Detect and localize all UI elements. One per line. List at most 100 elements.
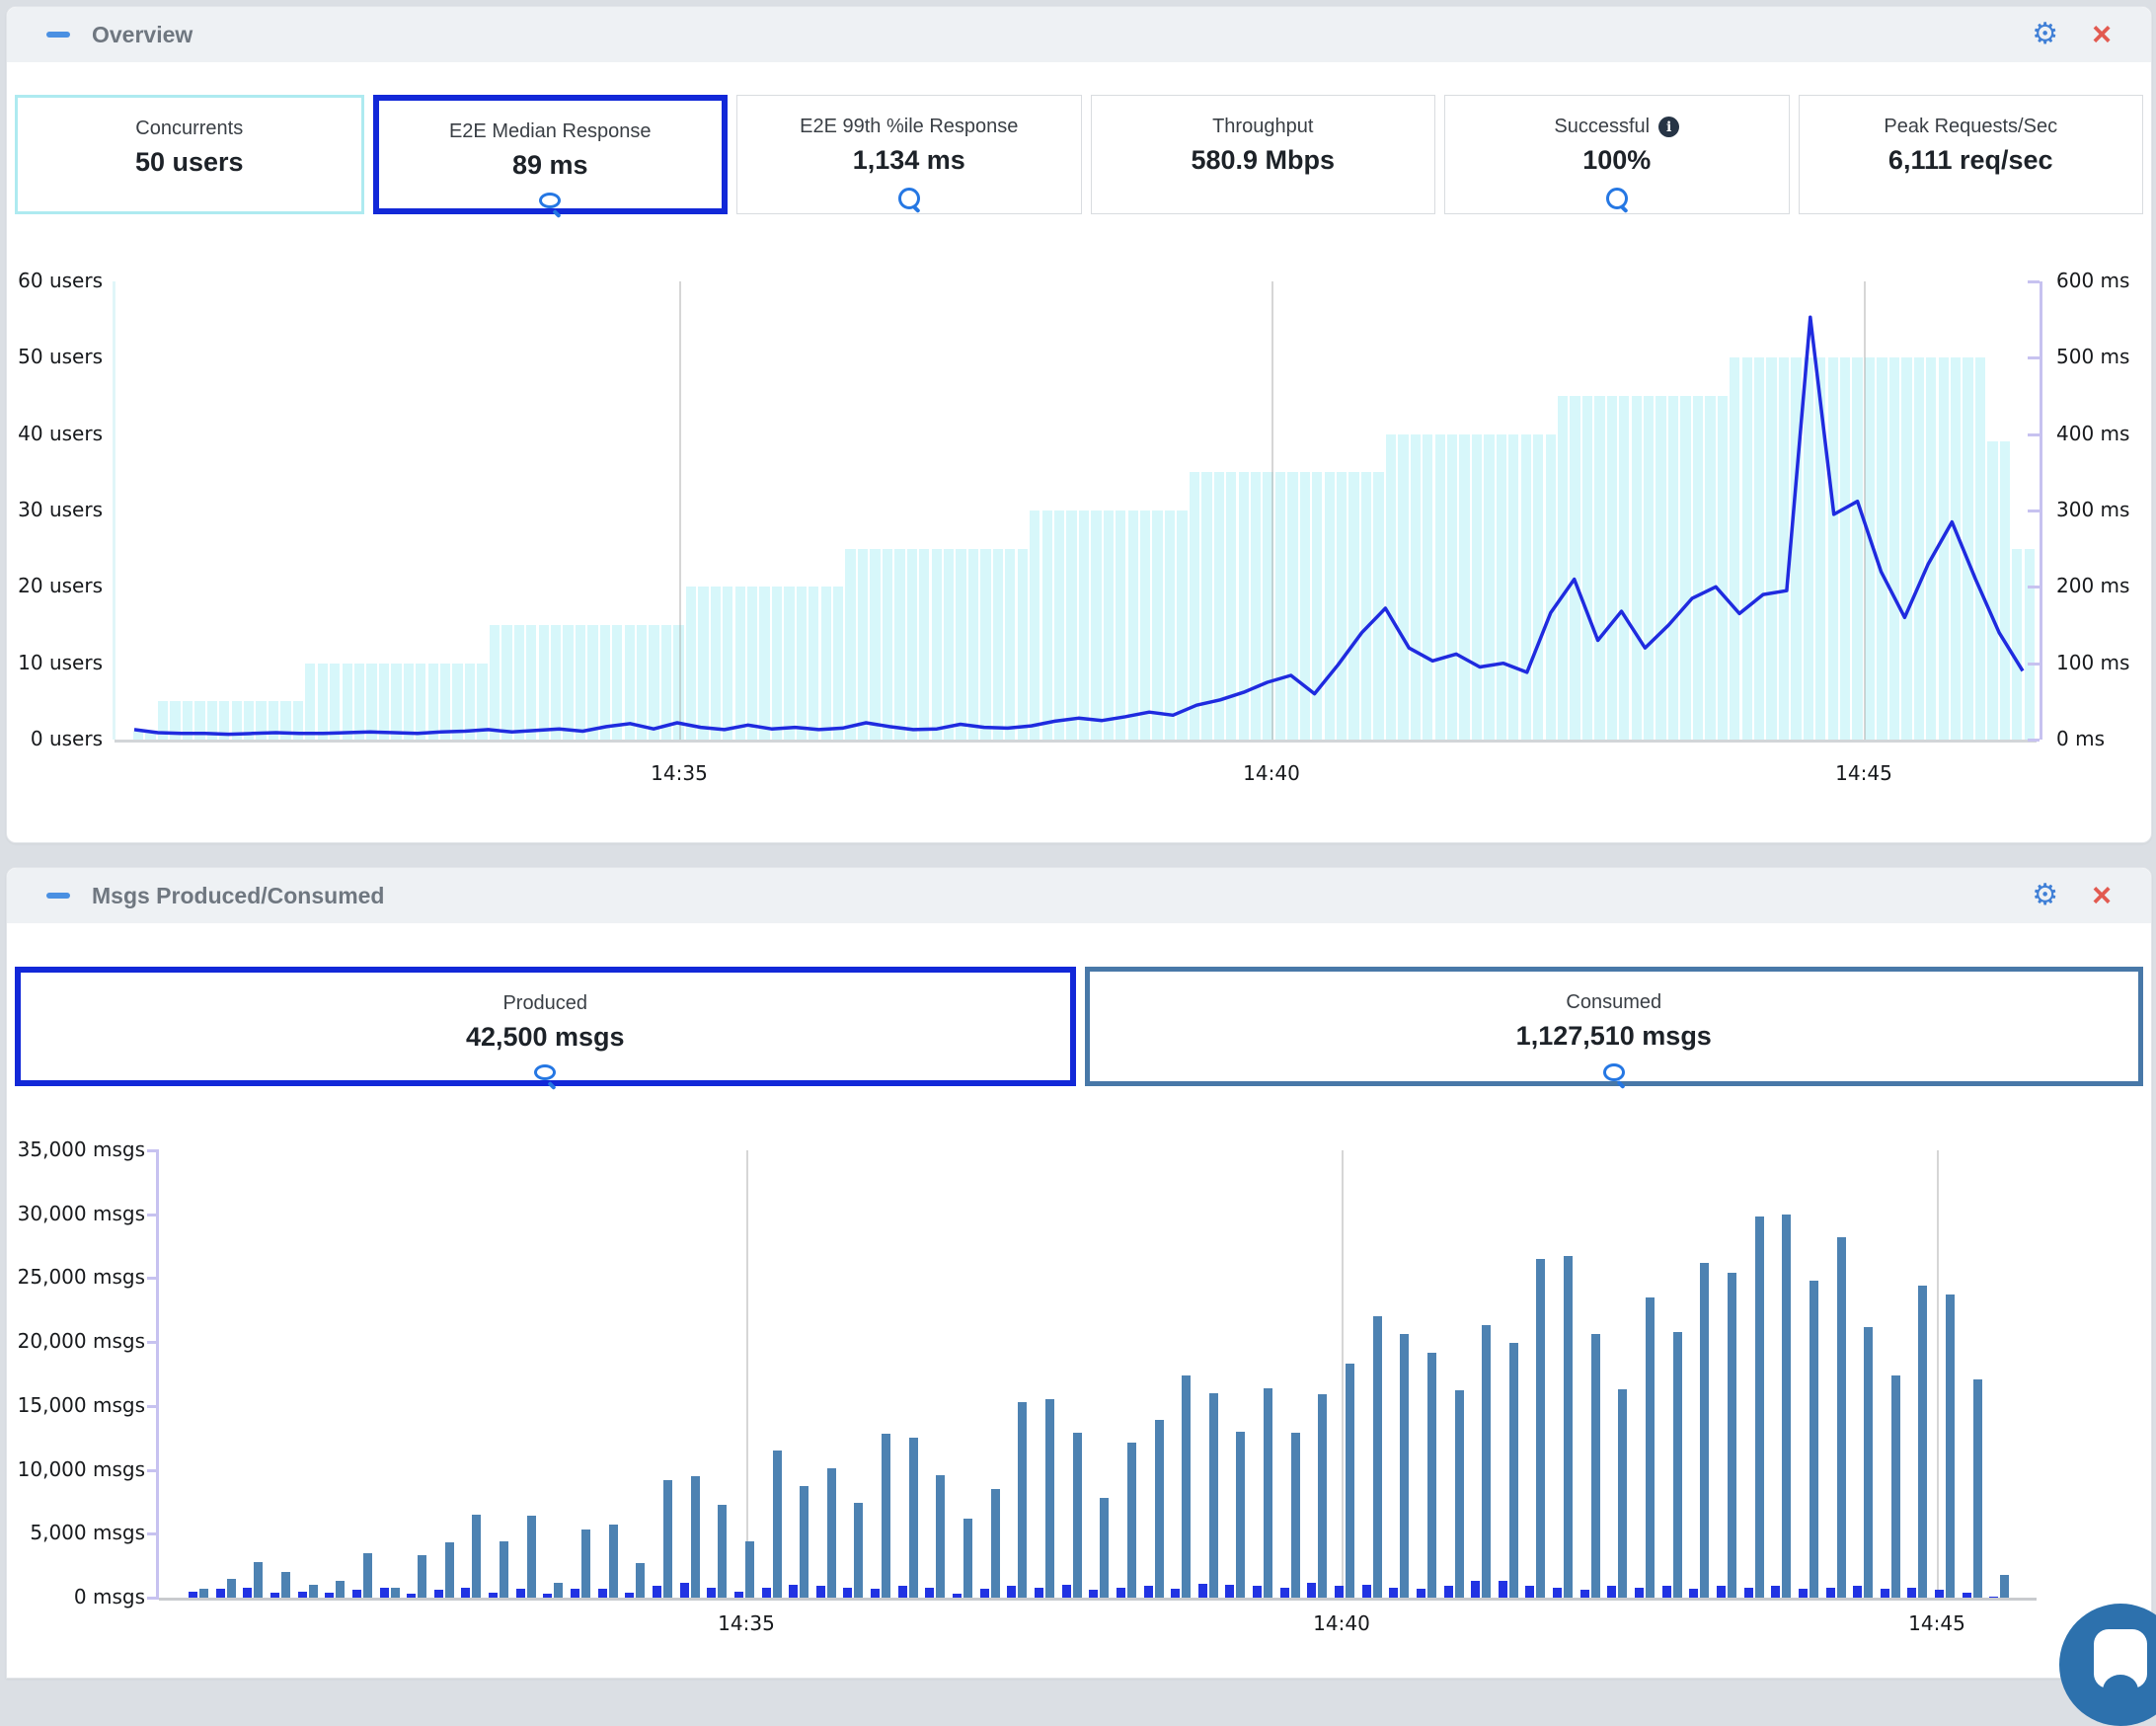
users-bar xyxy=(292,701,304,740)
users-bar xyxy=(1078,510,1090,740)
users-bar xyxy=(353,663,365,740)
users-bar xyxy=(1938,357,1949,740)
time-gridline xyxy=(679,281,681,740)
magnifier-icon[interactable] xyxy=(539,193,562,208)
users-bar xyxy=(501,625,512,740)
users-bar xyxy=(685,587,697,740)
consumed-bar xyxy=(526,1516,536,1598)
users-bar xyxy=(1017,548,1028,740)
gear-icon[interactable]: ⚙ xyxy=(2032,878,2059,912)
gear-icon[interactable]: ⚙ xyxy=(2032,17,2059,51)
kpi-card-successful[interactable]: Successful i 100% xyxy=(1444,95,1790,214)
users-bar xyxy=(1287,472,1298,740)
users-bar xyxy=(1913,357,1924,740)
users-tick-label: 50 users xyxy=(18,345,103,368)
produced-bar xyxy=(1689,1588,1699,1598)
users-bar xyxy=(1299,472,1311,740)
panel-title: Overview xyxy=(92,21,193,47)
produced-bar xyxy=(979,1588,989,1598)
produced-bar xyxy=(407,1594,417,1598)
msgs-axis-line xyxy=(156,1150,159,1598)
close-icon[interactable]: × xyxy=(2092,877,2112,914)
consumed-bar xyxy=(280,1572,290,1598)
users-bar xyxy=(1238,472,1249,740)
kpi-cards-row: Concurrents 50 users E2E Median Response… xyxy=(15,95,2143,214)
produced-bar xyxy=(953,1594,962,1598)
users-bar xyxy=(784,587,795,740)
consumed-bar xyxy=(1236,1431,1246,1598)
info-icon[interactable]: i xyxy=(1658,117,1680,137)
users-tick-label: 10 users xyxy=(18,651,103,674)
magnifier-icon[interactable] xyxy=(1602,1063,1625,1081)
consumed-bar xyxy=(418,1555,427,1598)
users-bar xyxy=(649,625,659,740)
msgs-tick-label: 10,000 msgs xyxy=(17,1457,145,1481)
users-response-chart: 60 users 50 users 40 users 30 users 20 users… xyxy=(7,269,2151,809)
chat-bubble-icon xyxy=(2094,1629,2147,1690)
produced-bar xyxy=(1389,1587,1399,1598)
consumed-bar xyxy=(1346,1364,1354,1598)
users-bar xyxy=(366,663,377,740)
users-bar xyxy=(1533,433,1544,740)
users-bar xyxy=(1127,510,1138,740)
kpi-card-throughput[interactable]: Throughput 580.9 Mbps xyxy=(1090,95,1435,214)
consumed-bar xyxy=(1072,1433,1082,1598)
users-bar xyxy=(477,663,488,740)
users-bar xyxy=(1680,396,1691,740)
kpi-label: Concurrents xyxy=(135,118,244,139)
consumed-bar xyxy=(362,1552,372,1598)
produced-bar xyxy=(461,1587,471,1598)
consumed-bar xyxy=(226,1578,236,1598)
produced-bar xyxy=(1143,1586,1153,1598)
consumed-bar xyxy=(1264,1387,1272,1598)
msgs-panel-header: Msgs Produced/Consumed ⚙ × xyxy=(7,868,2151,923)
consumed-bar xyxy=(444,1542,454,1598)
msgs-plot-area xyxy=(159,1150,2037,1601)
consumed-bar xyxy=(1590,1334,1600,1598)
response-tick-label: 600 ms xyxy=(2056,269,2130,292)
panel-title: Msgs Produced/Consumed xyxy=(92,882,385,908)
users-bar xyxy=(1791,357,1802,740)
users-bar xyxy=(698,587,709,740)
magnifier-icon[interactable] xyxy=(897,188,920,209)
consumed-bar xyxy=(336,1581,346,1598)
kpi-card-produced[interactable]: Produced 42,500 msgs xyxy=(15,967,1076,1086)
collapse-icon[interactable] xyxy=(46,32,70,38)
users-bar xyxy=(256,701,267,740)
response-axis-tick xyxy=(2028,280,2040,283)
time-tick-label: 14:40 xyxy=(1243,761,1300,785)
kpi-card-consumed[interactable]: Consumed 1,127,510 msgs xyxy=(1084,967,2143,1086)
kpi-card-e2e-99th-response[interactable]: E2E 99th %ile Response 1,134 ms xyxy=(736,95,1082,214)
produced-bar xyxy=(571,1588,579,1598)
users-bar xyxy=(1520,433,1531,740)
msgs-tick-label: 0 msgs xyxy=(73,1585,145,1608)
produced-bar xyxy=(243,1587,253,1598)
close-icon[interactable]: × xyxy=(2092,16,2112,53)
collapse-icon[interactable] xyxy=(46,893,70,899)
users-bar xyxy=(673,625,684,740)
users-bar xyxy=(1570,396,1580,740)
consumed-bar xyxy=(1044,1399,1054,1598)
users-bar xyxy=(145,732,156,740)
magnifier-icon[interactable] xyxy=(534,1064,557,1080)
users-bar xyxy=(1274,472,1286,740)
users-bar xyxy=(587,625,598,740)
produced-bar xyxy=(1743,1587,1753,1598)
msgs-cards-row: Produced 42,500 msgs Consumed 1,127,510 … xyxy=(15,967,2143,1086)
produced-bar xyxy=(1061,1585,1071,1598)
kpi-card-e2e-median-response[interactable]: E2E Median Response 89 ms xyxy=(372,95,728,214)
produced-bar xyxy=(1007,1586,1017,1598)
consumed-bar xyxy=(662,1479,672,1598)
users-bar xyxy=(427,663,438,740)
users-bar xyxy=(1177,510,1188,740)
users-bar xyxy=(956,548,966,740)
magnifier-icon[interactable] xyxy=(1605,188,1628,209)
users-bar xyxy=(980,548,991,740)
produced-bar xyxy=(1416,1588,1425,1598)
msgs-tick-label: 20,000 msgs xyxy=(17,1329,145,1353)
users-bar xyxy=(1337,472,1348,740)
kpi-card-concurrents[interactable]: Concurrents 50 users xyxy=(15,95,364,214)
time-gridline xyxy=(746,1150,748,1598)
kpi-card-peak-requests[interactable]: Peak Requests/Sec 6,111 req/sec xyxy=(1798,95,2143,214)
users-bar xyxy=(1888,357,1900,740)
